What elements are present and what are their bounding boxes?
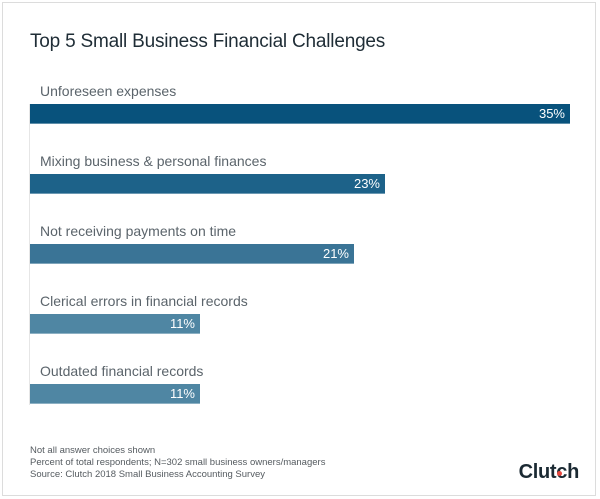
logo-accent-dot-icon — [556, 471, 562, 476]
value-label: 11% — [169, 386, 195, 401]
bar: 35% — [30, 104, 570, 124]
category-label: Mixing business & personal finances — [40, 153, 267, 169]
logo-text: Clutch — [518, 461, 580, 483]
value-label: 23% — [353, 176, 380, 191]
bar: 23% — [30, 174, 385, 194]
category-label: Clerical errors in financial records — [40, 293, 248, 309]
footnote-line: Source: Clutch 2018 Small Business Accou… — [30, 469, 265, 480]
category-axis-line — [29, 104, 30, 405]
value-label: 21% — [322, 246, 349, 261]
value-label: 11% — [169, 316, 195, 331]
value-label: 35% — [538, 106, 565, 121]
footnote-line: Percent of total respondents; N=302 smal… — [30, 457, 326, 468]
bar: 11% — [30, 314, 200, 334]
category-label: Unforeseen expenses — [40, 83, 177, 99]
chart-title: Top 5 Small Business Financial Challenge… — [30, 31, 386, 52]
footnotes: Not all answer choices shown Percent of … — [30, 445, 325, 481]
category-label: Outdated financial records — [40, 363, 204, 379]
clutch-logo: Clutch — [518, 461, 580, 484]
footnote-line: Not all answer choices shown — [30, 445, 156, 456]
category-label: Not receiving payments on time — [40, 223, 237, 239]
bar: 21% — [30, 244, 354, 264]
bar: 11% — [30, 384, 200, 404]
